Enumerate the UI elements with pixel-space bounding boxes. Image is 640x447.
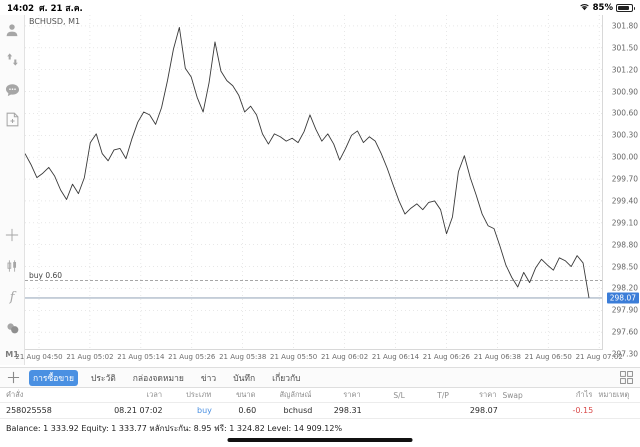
cell-size: 0.60 [238, 406, 257, 415]
price-axis-tick: 300.90 [611, 87, 638, 97]
tab-item[interactable]: เกี่ยวกับ [272, 373, 301, 384]
status-bar-date: ศ. 21 ส.ค. [39, 3, 83, 14]
time-axis-tick: 21 Aug 06:26 [422, 353, 470, 361]
status-bar-left: 14:02 ศ. 21 ส.ค. [7, 1, 83, 15]
left-toolbar: f M1 [0, 15, 25, 365]
cell-price: 298.31 [333, 406, 362, 415]
price-axis-tick: 300.00 [611, 152, 638, 162]
header-swap[interactable]: Swap [502, 390, 523, 400]
tab-item[interactable]: ข่าว [200, 373, 217, 384]
cell-type: buy [197, 406, 212, 415]
time-axis-tick: 21 Aug 06:14 [371, 353, 420, 361]
cell-price-current: 298.07 [469, 406, 498, 415]
header-type[interactable]: ประเภท [186, 390, 212, 399]
price-axis-tick: 301.80 [611, 21, 638, 31]
indicators-f-icon[interactable]: f [4, 288, 21, 305]
ios-status-bar: 14:02 ศ. 21 ส.ค. 85% [0, 0, 640, 15]
price-axis-tick: 299.70 [611, 174, 638, 184]
cell-time: 08.21 07:02 [114, 406, 163, 415]
account-summary-text: Balance: 1 333.92 Equity: 1 333.77 หลักป… [6, 423, 343, 433]
time-axis-tick: 21 Aug 05:02 [66, 353, 114, 361]
header-price[interactable]: ราคา [343, 390, 361, 399]
header-profit[interactable]: กำไร [575, 390, 593, 399]
timeframe-label[interactable]: M1 [5, 350, 19, 359]
header-tp[interactable]: T/P [437, 390, 449, 400]
time-axis: 21 Aug 04:50 21 Aug 05:02 21 Aug 05:14 21 A… [15, 349, 623, 365]
table-row[interactable]: 258025558 08.21 07:02 buy 0.60 bchusd 29… [0, 403, 640, 419]
tab-item[interactable]: กล่องจดหมาย [132, 373, 184, 384]
time-axis-tick: 21 Aug 05:38 [219, 353, 267, 361]
price-axis-tick: 298.80 [611, 240, 638, 250]
tab-item[interactable]: ประวัติ [90, 373, 116, 384]
wifi-icon [579, 3, 590, 13]
price-chart[interactable]: BCHUSD, M1 buy 0.60 [25, 15, 603, 365]
left-toolbar-top-group [4, 21, 21, 128]
price-axis-tick: 297.30 [611, 349, 638, 359]
cell-symbol: bchusd [283, 406, 313, 415]
tab-active[interactable]: การซื้อขาย [29, 369, 78, 386]
left-toolbar-bottom-group: f M1 [4, 226, 21, 359]
battery-percent-label: 85% [592, 2, 613, 13]
time-axis-tick: 21 Aug 05:50 [270, 353, 318, 361]
table-header-row: คำสั่ง เวลา ประเภท ขนาด สัญลักษณ์ ราคา S… [0, 388, 640, 403]
chart-price-line [25, 26, 590, 298]
price-axis-tick: 300.30 [611, 130, 638, 140]
price-axis-tick: 298.50 [611, 262, 638, 272]
price-axis-tick: 297.60 [611, 327, 638, 337]
price-axis-tick: 301.50 [611, 43, 638, 53]
header-order[interactable]: คำสั่ง [6, 390, 24, 399]
tab-list: การซื้อขาย ประวัติ กล่องจดหมาย ข่าว บันทึก เก… [26, 369, 305, 386]
crosshair-icon[interactable] [4, 226, 21, 243]
tab-item[interactable]: บันทึก [233, 373, 256, 384]
status-bar-right: 85% [579, 2, 635, 13]
time-axis-tick: 21 Aug 07:02 [575, 353, 623, 361]
position-line-label: buy 0.60 [28, 271, 64, 281]
time-axis-tick: 21 Aug 05:26 [168, 353, 216, 361]
plus-icon[interactable] [0, 367, 26, 388]
bottom-tab-bar: การซื้อขาย ประวัติ กล่องจดหมาย ข่าว บันทึก เก… [0, 367, 640, 388]
grid-view-icon[interactable] [612, 367, 640, 388]
price-axis-tick: 300.60 [611, 108, 638, 118]
positions-table: คำสั่ง เวลา ประเภท ขนาด สัญลักษณ์ ราคา S… [0, 388, 640, 419]
price-axis-tick: 301.20 [611, 65, 638, 75]
chat-bubble-icon[interactable] [4, 81, 21, 98]
time-axis-tick: 21 Aug 05:14 [117, 353, 165, 361]
time-axis-tick: 21 Aug 06:50 [524, 353, 572, 361]
time-axis-tick: 21 Aug 06:38 [473, 353, 521, 361]
candlestick-icon[interactable] [4, 257, 21, 274]
battery-icon [616, 3, 635, 12]
header-symbol[interactable]: สัญลักษณ์ [279, 390, 312, 399]
header-note[interactable]: หมายเหตุ [598, 390, 630, 399]
account-summary-bar: Balance: 1 333.92 Equity: 1 333.77 หลักป… [0, 420, 640, 436]
trade-arrows-icon[interactable] [4, 51, 21, 68]
objects-icon[interactable] [4, 319, 21, 336]
header-time[interactable]: เวลา [146, 390, 163, 399]
chart-symbol-label: BCHUSD, M1 [29, 17, 81, 26]
price-axis-tick: 299.10 [611, 218, 638, 228]
price-axis-tick: 297.90 [611, 305, 638, 315]
header-price-current[interactable]: ราคา [478, 390, 497, 399]
status-bar-time: 14:02 [7, 3, 35, 14]
current-price-badge: 298.07 [606, 292, 639, 304]
cell-profit: -0.15 [572, 406, 594, 415]
time-axis-tick: 21 Aug 04:50 [15, 353, 63, 361]
svg-text:f: f [8, 290, 16, 304]
price-axis-tick: 299.40 [611, 196, 638, 206]
price-axis-tick: 298.20 [611, 283, 638, 293]
price-axis[interactable]: 301.80 301.50 301.20 300.90 300.60 300.30 300.… [603, 15, 640, 365]
cell-order: 258025558 [6, 406, 52, 415]
time-axis-tick: 21 Aug 06:02 [320, 353, 369, 361]
new-document-icon[interactable] [4, 111, 21, 128]
header-sl[interactable]: S/L [393, 390, 405, 400]
home-indicator [227, 438, 413, 442]
header-size[interactable]: ขนาด [236, 390, 256, 399]
account-icon[interactable] [4, 21, 21, 38]
